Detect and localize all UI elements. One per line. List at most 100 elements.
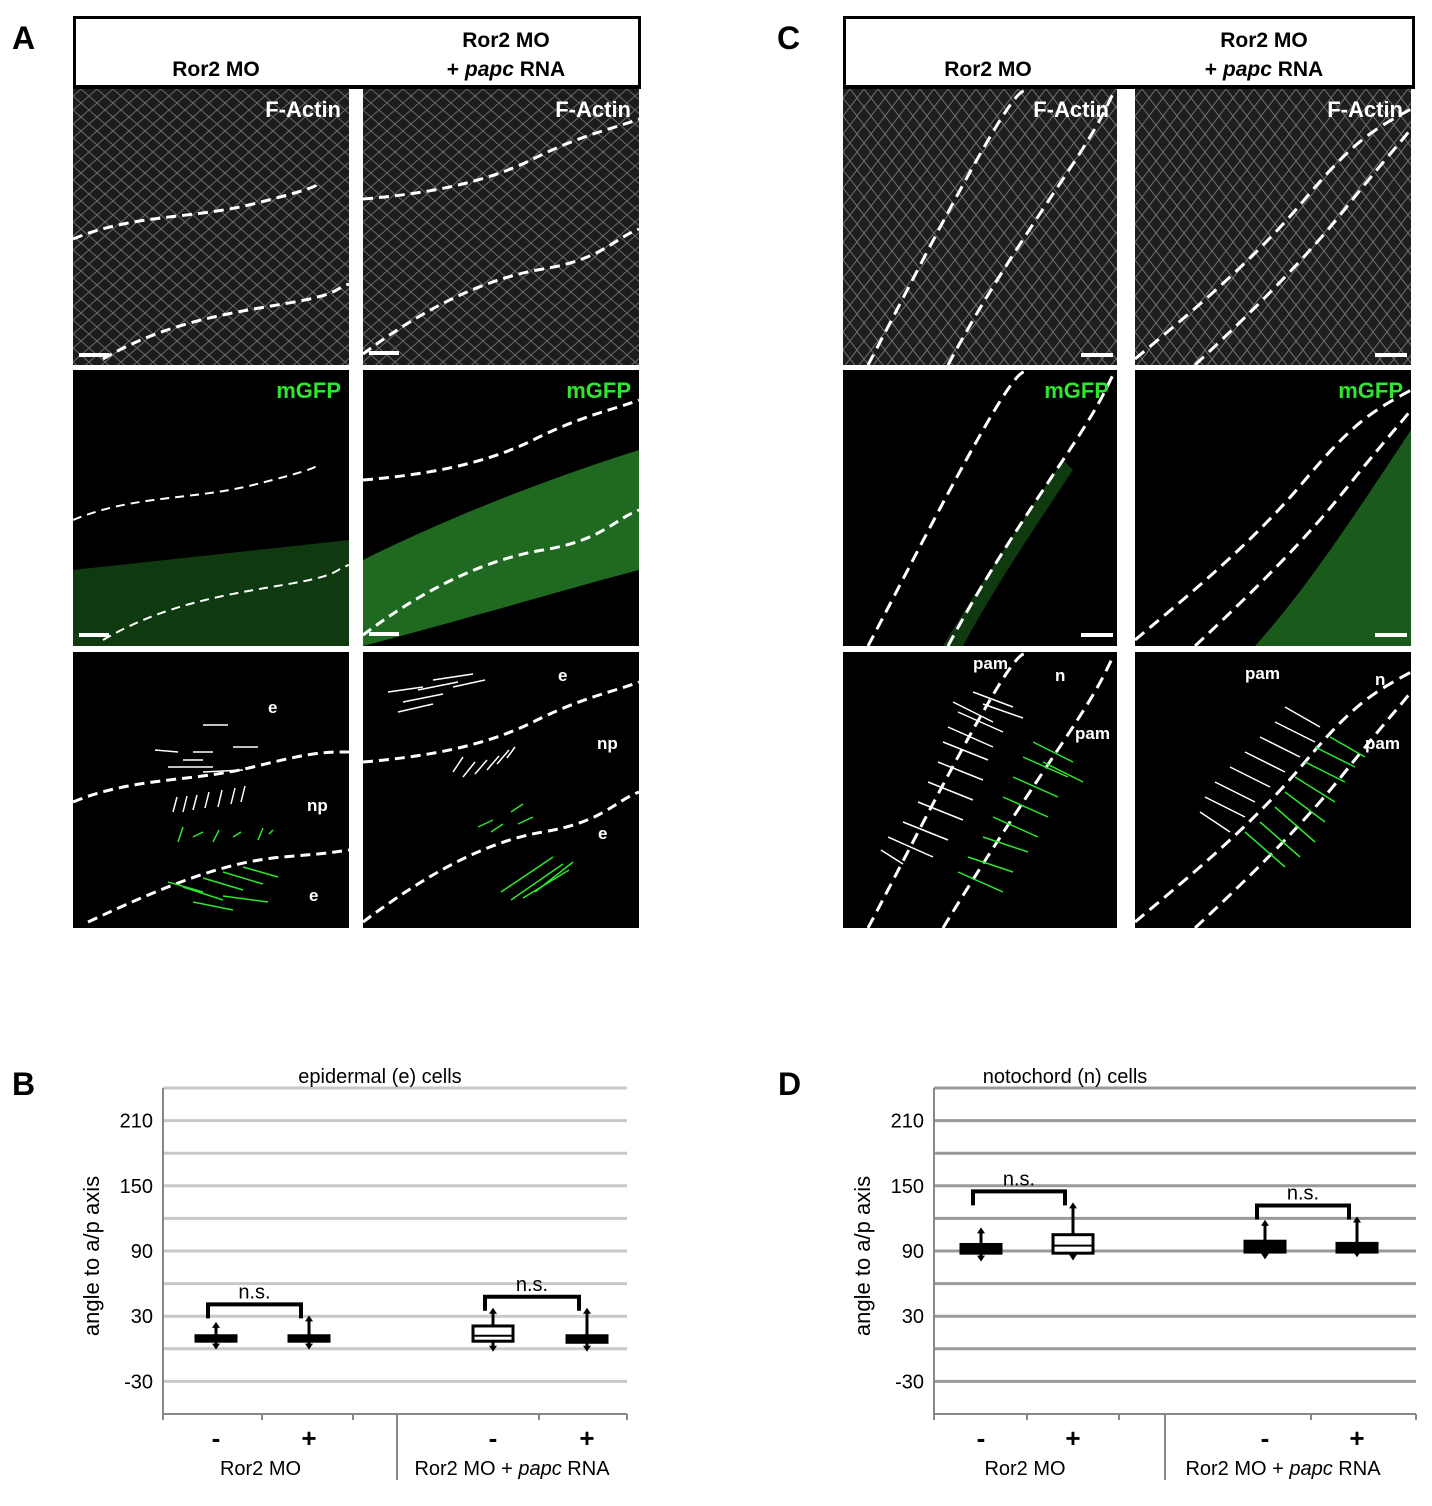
- significance-bracket: [1255, 1203, 1351, 1220]
- box-3: [565, 1307, 609, 1352]
- whisker-cap-top: [977, 1227, 985, 1234]
- whisker-cap-bottom: [212, 1343, 220, 1350]
- box-0: [194, 1321, 238, 1350]
- panel-label-c: C: [777, 20, 801, 56]
- box-0: [959, 1227, 1003, 1262]
- header-col2-line1-a: Ror2 MO: [462, 29, 550, 52]
- orientation-arrows: [1135, 670, 1411, 928]
- category-label: +: [301, 1423, 316, 1453]
- significance-label: n.s.: [1287, 1182, 1319, 1204]
- group-label: Ror2 MO: [984, 1458, 1065, 1480]
- vector-map-a-ror2: e np e: [73, 652, 349, 928]
- label-mgfp: mGFP: [276, 378, 341, 403]
- header-col2-line2-a: + papc RNA: [446, 58, 566, 81]
- scale-bar: [1375, 633, 1407, 637]
- region-e-bottom: e: [309, 886, 319, 905]
- micrograph-a-mgfp-ror2: mGFP: [73, 370, 349, 646]
- y-axis-label: angle to a/p axis: [79, 1176, 104, 1336]
- dashed-boundaries: [73, 464, 349, 646]
- header-box-c: Ror2 MO Ror2 MO + papc RNA: [843, 16, 1415, 89]
- box-body: [1051, 1233, 1095, 1255]
- region-n: n: [1055, 666, 1066, 685]
- panel-label-d: D: [778, 1066, 802, 1102]
- whisker-cap-top: [489, 1307, 497, 1314]
- header-box-a: Ror2 MO Ror2 MO + papc RNA: [73, 16, 641, 89]
- y-tick-label: 90: [902, 1241, 924, 1263]
- y-tick-label: -30: [124, 1371, 153, 1393]
- category-label: +: [1349, 1423, 1364, 1453]
- dashed-boundaries: [1135, 89, 1411, 365]
- y-tick-label: 210: [120, 1111, 153, 1133]
- y-tick-label: 210: [891, 1111, 924, 1133]
- y-tick-label: 150: [891, 1176, 924, 1198]
- box-2: [1243, 1219, 1287, 1260]
- chart-d-notochord: 210 150 90 30 -30 notochord (n) cells angle to…: [850, 1066, 1417, 1480]
- micrograph-a-factin-papc: F-Actin: [363, 89, 639, 365]
- y-tick-label: 90: [131, 1241, 153, 1263]
- vector-map-c-papc: pam n pam: [1135, 652, 1411, 928]
- scale-bar: [1375, 353, 1407, 357]
- category-label: -: [489, 1423, 498, 1453]
- whisker-cap-bottom: [1261, 1253, 1269, 1260]
- whisker-cap-top: [1261, 1219, 1269, 1226]
- region-e-top: e: [558, 666, 568, 685]
- significance-label: n.s.: [516, 1274, 548, 1296]
- scale-bar: [1081, 353, 1113, 357]
- significance-bracket: [971, 1189, 1067, 1206]
- label-factin: F-Actin: [1033, 97, 1109, 122]
- micrograph-c-factin-ror2: F-Actin: [843, 89, 1117, 365]
- dashed-boundaries: [843, 89, 1117, 365]
- group-label: Ror2 MO + papc RNA: [1185, 1458, 1381, 1480]
- region-np: np: [307, 796, 328, 815]
- micrograph-c-factin-papc: F-Actin: [1135, 89, 1411, 365]
- region-pam-left: pam: [973, 654, 1008, 673]
- scale-bar: [369, 632, 399, 636]
- vector-map-a-papc: e np e: [363, 652, 639, 928]
- whisker-cap-bottom: [977, 1255, 985, 1262]
- region-e-bottom: e: [598, 824, 608, 843]
- chart-title: epidermal (e) cells: [298, 1066, 461, 1088]
- dashed-boundaries: [73, 89, 349, 365]
- significance-bracket: [206, 1302, 303, 1319]
- header-col1-a: Ror2 MO: [172, 58, 260, 81]
- dashed-boundaries: [363, 398, 639, 646]
- y-tick-label: 30: [902, 1306, 924, 1328]
- vector-map-c-ror2: pam n pam: [843, 652, 1117, 928]
- whisker-cap-bottom: [489, 1345, 497, 1352]
- micrograph-c-mgfp-papc: mGFP: [1135, 370, 1411, 646]
- dashed-boundaries: [1135, 388, 1411, 646]
- box-3: [1335, 1216, 1379, 1258]
- region-e-top: e: [268, 698, 278, 717]
- header-col2-line1-c: Ror2 MO: [1220, 29, 1308, 52]
- category-label: -: [212, 1423, 221, 1453]
- group-label: Ror2 MO: [220, 1458, 301, 1480]
- chart-title: notochord (n) cells: [983, 1066, 1148, 1088]
- category-label: -: [977, 1423, 986, 1453]
- panel-label-a: A: [12, 20, 36, 56]
- label-mgfp: mGFP: [1044, 378, 1109, 403]
- region-pam-right: pam: [1075, 724, 1110, 743]
- whisker-cap-bottom: [1069, 1254, 1077, 1261]
- y-axis-label: angle to a/p axis: [850, 1176, 875, 1336]
- box-1: [287, 1315, 331, 1350]
- scale-bar: [369, 351, 399, 355]
- orientation-arrows: [363, 673, 639, 924]
- scale-bar: [79, 353, 109, 357]
- micrograph-a-factin-ror2: F-Actin: [73, 89, 349, 365]
- orientation-arrows: [866, 652, 1115, 928]
- region-n: n: [1375, 670, 1386, 689]
- whisker-cap-top: [1353, 1216, 1361, 1223]
- whisker-cap-top: [583, 1307, 591, 1314]
- chart-b-epidermal: 210 150 90 30 -30 epidermal (e) cells angle to…: [79, 1066, 628, 1480]
- label-mgfp: mGFP: [566, 378, 631, 403]
- micrograph-a-mgfp-papc: mGFP: [363, 370, 639, 646]
- whisker-cap-top: [212, 1321, 220, 1328]
- box-body: [471, 1324, 515, 1343]
- whisker-cap-bottom: [583, 1345, 591, 1352]
- y-tick-label: -30: [895, 1371, 924, 1393]
- panel-label-b: B: [12, 1066, 36, 1102]
- whisker-cap-top: [305, 1315, 313, 1322]
- label-factin: F-Actin: [265, 97, 341, 122]
- label-mgfp: mGFP: [1338, 378, 1403, 403]
- label-factin: F-Actin: [555, 97, 631, 122]
